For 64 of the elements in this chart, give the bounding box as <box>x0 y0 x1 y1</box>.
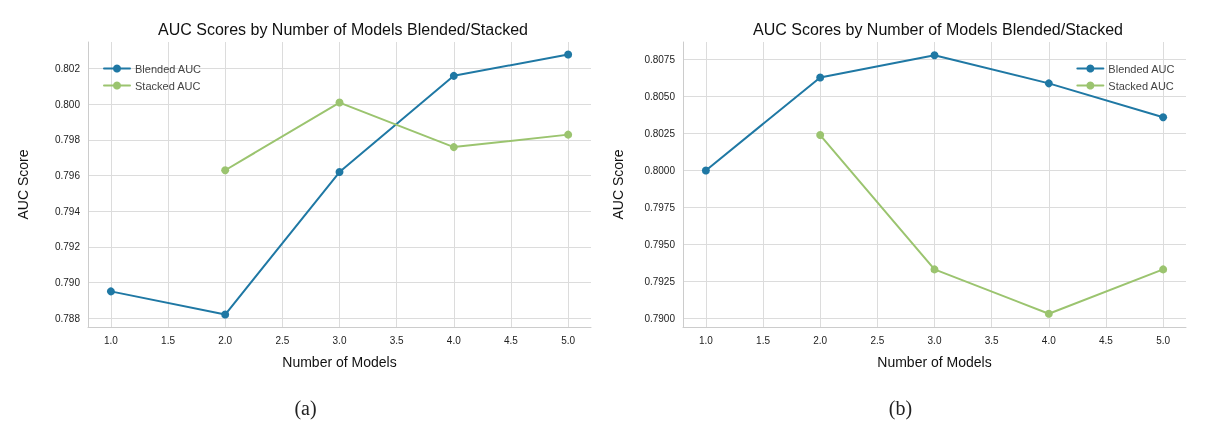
legend-label: Stacked AUC <box>135 79 201 92</box>
x-tick-label: 2.0 <box>218 334 233 346</box>
x-tick-label: 4.5 <box>1099 334 1114 346</box>
x-tick-label: 4.0 <box>1041 334 1057 346</box>
y-tick-label: 0.8075 <box>644 54 676 66</box>
point <box>816 73 825 82</box>
point <box>1159 113 1168 122</box>
y-tick-label: 0.796 <box>54 170 81 182</box>
legend-label: Stacked AUC <box>1108 79 1174 92</box>
point <box>930 51 939 60</box>
point <box>1044 309 1053 318</box>
point <box>221 310 230 319</box>
x-tick-label: 1.5 <box>161 334 176 346</box>
y-tick-label: 0.8025 <box>644 128 676 140</box>
y-tick-label: 0.7975 <box>644 201 676 213</box>
y-tick-label: 0.7950 <box>644 238 676 250</box>
y-tick-label: 0.794 <box>54 205 81 217</box>
y-tick-label: 0.790 <box>54 276 81 288</box>
y-tick-label: 0.7900 <box>644 312 676 324</box>
x-axis-title: Number of Models <box>877 354 992 370</box>
x-axis-title: Number of Models <box>282 354 397 370</box>
x-tick-label: 2.0 <box>813 334 828 346</box>
y-tick-label: 0.798 <box>54 134 81 146</box>
point <box>930 265 939 274</box>
x-tick-label: 1.5 <box>756 334 771 346</box>
point <box>1044 79 1053 88</box>
point <box>564 50 573 59</box>
x-tick-label: 3.5 <box>389 334 405 346</box>
point <box>106 287 115 296</box>
x-tick-label: 5.0 <box>1156 334 1171 346</box>
x-tick-label: 2.5 <box>870 334 885 346</box>
point <box>221 166 230 175</box>
x-tick-label: 5.0 <box>561 334 576 346</box>
x-tick-label: 1.0 <box>103 334 119 346</box>
x-tick-label: 2.5 <box>275 334 290 346</box>
y-tick-label: 0.788 <box>54 312 81 324</box>
x-tick-label: 4.5 <box>504 334 519 346</box>
text: (a) <box>294 397 317 420</box>
y-axis-title: AUC Score <box>610 149 626 220</box>
y-tick-label: 0.800 <box>54 98 81 110</box>
y-tick-label: 0.8050 <box>644 91 676 103</box>
y-tick-label: 0.8000 <box>644 164 676 176</box>
point <box>335 98 344 107</box>
point <box>816 131 825 140</box>
chart-title: AUC Scores by Number of Models Blended/Stacked <box>753 20 1123 38</box>
y-axis-title: AUC Score <box>15 149 31 220</box>
point <box>335 168 344 177</box>
y-tick-label: 0.792 <box>54 241 81 253</box>
y-tick-label: 0.802 <box>54 63 81 75</box>
x-tick-label: 1.0 <box>698 334 714 346</box>
point <box>701 166 710 175</box>
point <box>449 143 458 152</box>
chart-title: AUC Scores by Number of Models Blended/Stacked <box>158 20 528 38</box>
text: (b) <box>888 397 913 420</box>
point <box>449 71 458 80</box>
point <box>1159 265 1168 274</box>
x-tick-label: 4.0 <box>446 334 462 346</box>
legend-label: Blended AUC <box>135 62 202 75</box>
point <box>564 130 573 139</box>
x-tick-label: 3.0 <box>332 334 347 346</box>
x-tick-label: 3.0 <box>927 334 942 346</box>
legend-label: Blended AUC <box>1108 62 1175 75</box>
y-tick-label: 0.7925 <box>644 275 676 287</box>
x-tick-label: 3.5 <box>984 334 1000 346</box>
